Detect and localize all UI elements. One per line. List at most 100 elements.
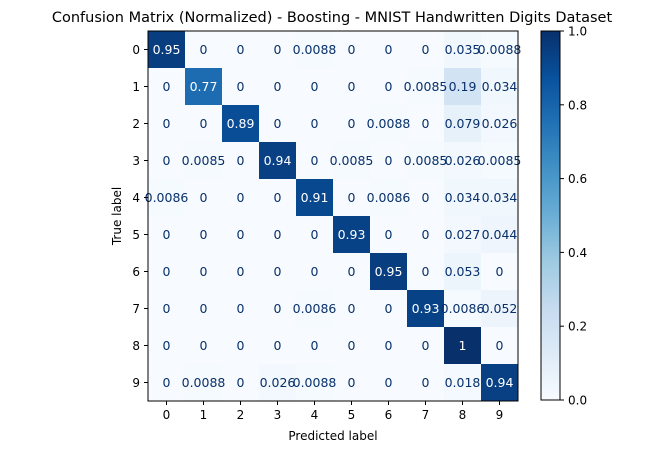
matrix-cell (222, 327, 259, 364)
cell-value-label: 0 (163, 338, 171, 353)
matrix-cell (185, 31, 222, 68)
cell-value-label: 0 (237, 153, 245, 168)
colorbar-tick-label: 0.0 (568, 394, 587, 408)
cell-value-label: 0 (348, 42, 356, 57)
matrix-cell (148, 68, 185, 105)
cell-value-label: 0 (311, 153, 319, 168)
chart-title: Confusion Matrix (Normalized) - Boosting… (52, 10, 613, 26)
matrix-cell (296, 327, 333, 364)
cell-value-label: 0 (496, 338, 504, 353)
cell-value-label: 0 (163, 153, 171, 168)
cell-value-label: 1 (459, 338, 467, 353)
matrix-cell (148, 364, 185, 401)
cell-value-label: 0.19 (449, 79, 477, 94)
cell-value-label: 0 (385, 227, 393, 242)
matrix-cell (481, 253, 518, 290)
matrix-cell (185, 179, 222, 216)
cell-value-label: 0.052 (482, 301, 518, 316)
cell-value-label: 0.0088 (293, 375, 337, 390)
cell-value-label: 0.94 (264, 153, 292, 168)
matrix-cell (370, 179, 407, 216)
cell-value-label: 0 (422, 190, 430, 205)
matrix-cell (407, 31, 444, 68)
cell-value-label: 0.053 (445, 264, 481, 279)
matrix-cell (222, 216, 259, 253)
matrix-cell (296, 179, 333, 216)
matrix-cell (296, 253, 333, 290)
cell-value-label: 0.079 (445, 116, 481, 131)
matrix-cell (370, 105, 407, 142)
matrix-cell (333, 290, 370, 327)
cell-value-label: 0 (311, 79, 319, 94)
cell-value-label: 0 (422, 338, 430, 353)
matrix-cell (148, 105, 185, 142)
cell-value-label: 0 (200, 42, 208, 57)
cell-value-label: 0 (274, 227, 282, 242)
cell-value-label: 0 (348, 375, 356, 390)
x-tick-label: 1 (200, 408, 208, 422)
matrix-cell (259, 31, 296, 68)
cell-value-label: 0 (237, 375, 245, 390)
plot-frame (147, 30, 519, 402)
matrix-cell (148, 327, 185, 364)
colorbar-tick-label: 0.8 (568, 98, 587, 112)
matrix-cell (444, 68, 481, 105)
matrix-cell (333, 142, 370, 179)
matrix-cell (185, 105, 222, 142)
matrix-cell (407, 179, 444, 216)
matrix-cell (259, 364, 296, 401)
x-tick-label: 2 (237, 408, 245, 422)
matrix-cell (333, 179, 370, 216)
matrix-cell (444, 216, 481, 253)
x-tick-label: 9 (496, 408, 504, 422)
cell-value-label: 0.93 (412, 301, 440, 316)
matrix-cell (259, 253, 296, 290)
matrix-cell (296, 31, 333, 68)
matrix-cell (185, 290, 222, 327)
cell-value-label: 0.0086 (293, 301, 337, 316)
cell-value-label: 0 (274, 79, 282, 94)
matrix-cell (148, 253, 185, 290)
matrix-cell (444, 327, 481, 364)
cell-value-label: 0.034 (482, 79, 518, 94)
x-tick-label: 6 (385, 408, 393, 422)
cell-value-label: 0 (163, 116, 171, 131)
matrix-cell (407, 105, 444, 142)
cell-value-label: 0.0088 (293, 42, 337, 57)
cell-value-label: 0 (274, 264, 282, 279)
x-tick-label: 8 (459, 408, 467, 422)
cell-value-label: 0 (385, 338, 393, 353)
matrix-cell (222, 179, 259, 216)
matrix-cell (185, 216, 222, 253)
matrix-cell (185, 327, 222, 364)
cell-value-label: 0 (274, 42, 282, 57)
cell-value-label: 0 (274, 116, 282, 131)
matrix-cell (259, 290, 296, 327)
cell-value-label: 0 (200, 301, 208, 316)
matrix-cell (222, 31, 259, 68)
cell-value-label: 0 (237, 190, 245, 205)
cell-value-label: 0 (237, 227, 245, 242)
matrix-cell (148, 290, 185, 327)
y-tick-label: 5 (132, 228, 140, 242)
matrix-cell (407, 68, 444, 105)
matrix-cell (185, 142, 222, 179)
cell-value-label: 0.0085 (404, 153, 448, 168)
matrix-cell (333, 364, 370, 401)
matrix-cell (370, 216, 407, 253)
cell-value-label: 0.035 (445, 42, 481, 57)
y-tick-label: 6 (132, 265, 140, 279)
cell-value-label: 0 (163, 375, 171, 390)
cell-value-label: 0 (200, 190, 208, 205)
cell-value-label: 0 (348, 116, 356, 131)
y-tick-label: 8 (132, 339, 140, 353)
matrix-cell (407, 253, 444, 290)
cell-value-label: 0.027 (445, 227, 481, 242)
cell-value-label: 0 (422, 227, 430, 242)
cell-value-label: 0 (348, 79, 356, 94)
matrix-cell (222, 105, 259, 142)
cell-value-label: 0 (385, 301, 393, 316)
matrix-cell (407, 142, 444, 179)
cell-value-label: 0 (200, 338, 208, 353)
